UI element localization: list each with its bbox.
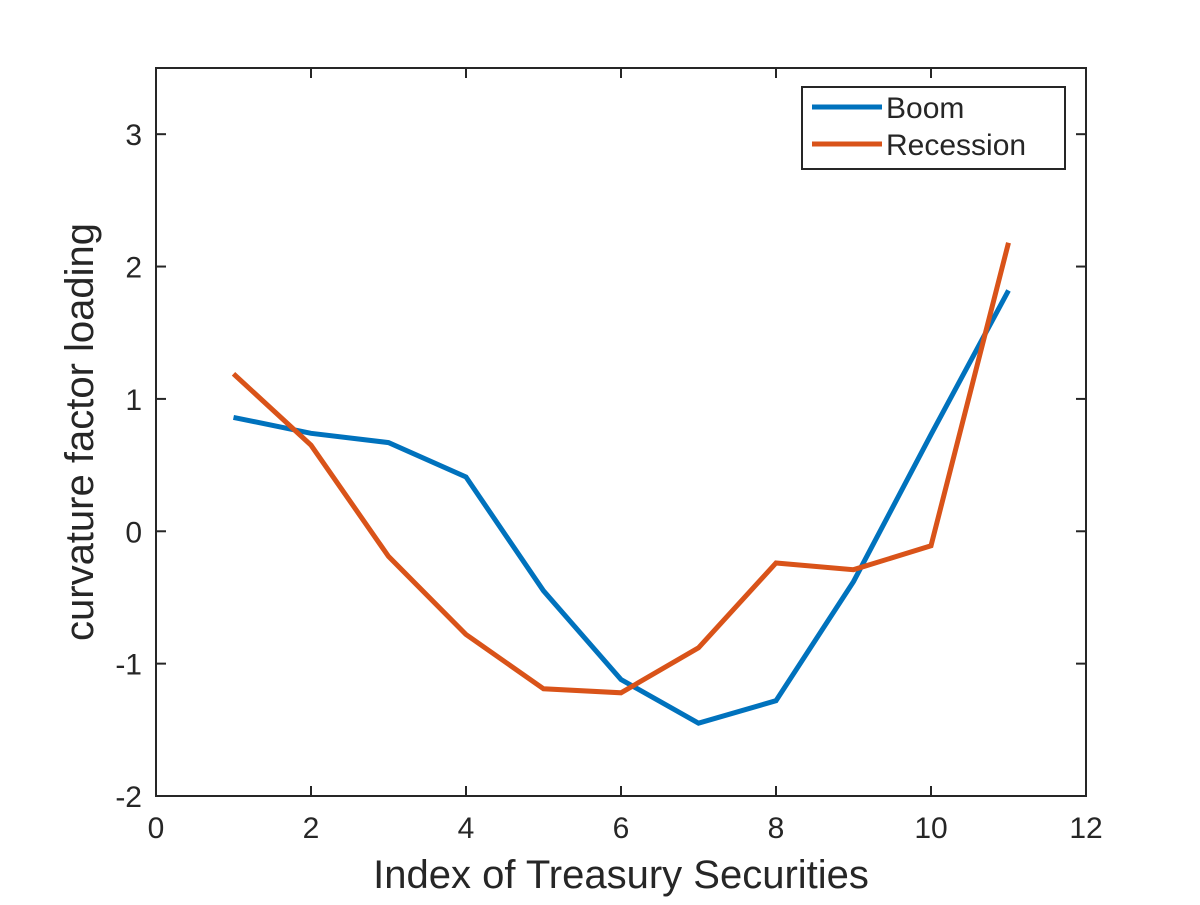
x-tick-label: 6 [613, 812, 630, 845]
y-tick-label: 0 [125, 516, 142, 549]
legend-label-boom: Boom [886, 92, 964, 125]
series-line-recession [231, 242, 1011, 696]
x-tick-label: 2 [303, 812, 320, 845]
legend-label-recession: Recession [886, 129, 1026, 162]
x-tick-label: 8 [768, 812, 785, 845]
y-tick-label: 2 [125, 252, 142, 285]
x-tick-label: 12 [1069, 812, 1102, 845]
series-layer [231, 242, 1011, 726]
legend: Boom Recession [801, 86, 1066, 170]
legend-box [801, 86, 1066, 170]
x-tick-label: 10 [914, 812, 947, 845]
y-tick-label: 1 [125, 384, 142, 417]
series-line-boom [232, 289, 1011, 726]
x-tick-label: 4 [458, 812, 475, 845]
y-tick-label: -1 [115, 649, 142, 682]
y-tick-label: 3 [125, 119, 142, 152]
x-axis-title: Index of Treasury Securities [373, 853, 869, 897]
y-tick-label: -2 [115, 781, 142, 814]
x-tick-label: 0 [148, 812, 165, 845]
y-axis-title: curvature factor loading [58, 223, 102, 641]
